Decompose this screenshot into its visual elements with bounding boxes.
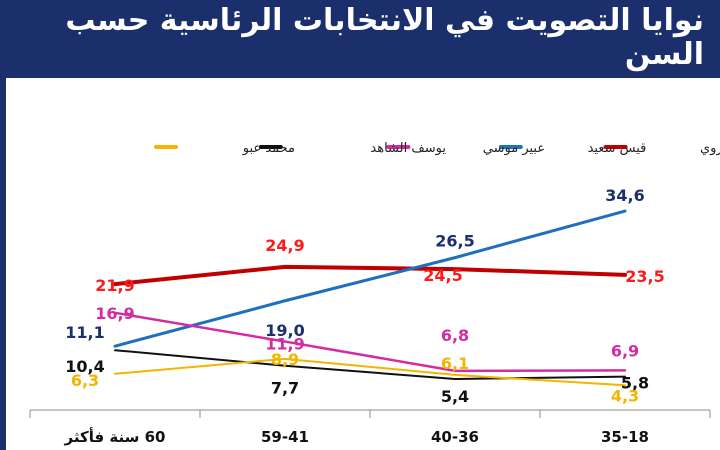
data-label: 19,0: [265, 321, 304, 340]
data-label: 5,8: [621, 374, 649, 393]
left-accent-bar: [0, 78, 6, 450]
data-label: 11,9: [265, 335, 304, 354]
x-tick-label: 60 سنة فأكثر: [64, 427, 166, 446]
legend: نبيل قروي قيس سعيد عبير موسي يوسف الشاهد محم…: [154, 141, 720, 156]
data-label: 11,1: [65, 323, 104, 342]
series-line: [113, 209, 627, 348]
data-label: 6,1: [441, 354, 469, 373]
legend-label: قيس سعيد: [588, 141, 647, 156]
series-line: [113, 311, 627, 373]
legend-label: عبير موسي: [483, 141, 545, 156]
legend-label: يوسف الشاهد: [370, 141, 446, 156]
data-label: 10,4: [65, 357, 104, 376]
data-label: 24,5: [423, 266, 462, 285]
data-label: 8,9: [271, 350, 299, 369]
series-line: [114, 349, 626, 380]
series-lines: [113, 209, 627, 387]
data-label: 23,5: [625, 267, 664, 286]
data-label: 7,7: [271, 379, 299, 398]
data-label: 26,5: [435, 232, 474, 251]
series-line: [114, 357, 626, 387]
title-bar: نوايا التصويت في الانتخابات الرئاسية حسب…: [0, 0, 720, 78]
data-label: 6,9: [611, 341, 639, 360]
data-label: 34,6: [605, 186, 644, 205]
data-label: 21,9: [95, 276, 134, 295]
data-label: 16,9: [95, 304, 134, 323]
data-label: 6,8: [441, 326, 469, 345]
data-label: 5,4: [441, 387, 469, 406]
data-label: 4,3: [611, 386, 639, 405]
data-labels: 21,9 24,9 24,5 23,5 11,1 19,0 26,5 34,6 16,9 11,9…: [65, 186, 664, 406]
legend-label: محمد عبو: [242, 141, 295, 156]
chart-title: نوايا التصويت في الانتخابات الرئاسية حسب…: [65, 3, 704, 72]
data-label: 6,3: [71, 371, 99, 390]
x-tick-label: 40-36: [431, 428, 479, 446]
x-tick-label: 35-18: [601, 428, 649, 446]
legend-label: نبيل قروي: [700, 141, 720, 156]
series-line: [113, 264, 627, 287]
data-label: 24,9: [265, 236, 304, 255]
x-axis: 60 سنة فأكثر 59-41 40-36 35-18: [29, 409, 711, 446]
x-tick-label: 59-41: [261, 428, 309, 446]
